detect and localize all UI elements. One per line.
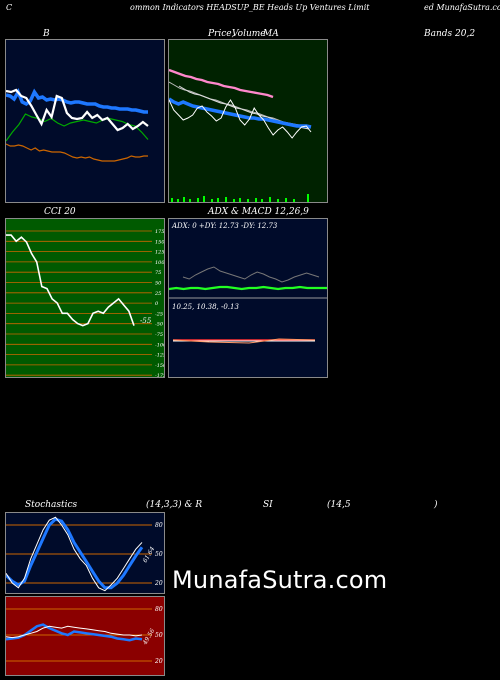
- header-c: C: [6, 3, 13, 12]
- stoch-params: (14,3,3) & R: [146, 500, 203, 510]
- cci-line: [6, 234, 135, 327]
- volume-bar: [293, 199, 295, 202]
- volume-bar: [277, 199, 279, 202]
- cci-tick-label: -50: [155, 322, 164, 328]
- adx-macd-title: ADX & MACD 12,26,9: [208, 207, 309, 217]
- cci-tick-label: -175: [155, 373, 165, 378]
- price-line: [169, 99, 312, 139]
- bb-lower-line: [6, 143, 148, 162]
- rsi-tick-50: 50: [155, 632, 163, 639]
- bb-title: B: [43, 29, 50, 39]
- cci-tick-label: 25: [154, 291, 161, 297]
- watermark: MunafaSutra.com: [172, 566, 388, 594]
- rsi-chart: 80 50 20 49.56: [6, 606, 163, 665]
- volume-title: Volume: [232, 29, 266, 39]
- rsi-white-line: [6, 625, 143, 639]
- adx-macd-chart: ADX: 0 +DY: 12.73 -DY: 12.73 10.25, 10.3…: [169, 222, 327, 344]
- volume-bar: [177, 199, 179, 202]
- adx-green-line: [169, 285, 327, 291]
- cci-panel: 175 150 125 100 75 50 25 0 -25 -50 -75 -100 -125 -150…: [5, 218, 165, 378]
- volume-bar: [307, 194, 309, 202]
- cci-tick-label: 0: [155, 301, 159, 307]
- volume-bar: [203, 196, 205, 202]
- cci-value-label: -55: [140, 317, 152, 325]
- volume-bar: [247, 199, 249, 202]
- bb-upper-line: [6, 113, 149, 142]
- cci-tick-label: 175: [155, 229, 165, 235]
- ma-pink-line: [169, 68, 274, 99]
- bollinger-panel: [5, 39, 165, 203]
- cci-tick-label: -150: [155, 363, 165, 369]
- ma-title: MA: [263, 29, 279, 39]
- macd-histogram: [172, 338, 316, 344]
- header-title-right: ed MunafaSutra.com: [424, 3, 500, 12]
- rsi-panel: 80 50 20 49.56: [5, 596, 165, 676]
- cci-title: CCI 20: [44, 207, 76, 217]
- cci-tick-label: 75: [155, 270, 161, 276]
- volume-bar: [239, 198, 241, 202]
- volume-bar: [255, 198, 257, 202]
- volume-bar: [269, 197, 271, 202]
- stoch-d-line: [6, 517, 144, 590]
- cci-tick-label: 50: [155, 281, 162, 287]
- cci-tick-label: -75: [155, 332, 163, 338]
- cci-tick-label: -100: [155, 342, 165, 348]
- rsi-tick-20: 20: [154, 658, 163, 665]
- stoch-k-line: [6, 516, 143, 592]
- stoch-chart: 80 50 20 61.64: [6, 516, 163, 592]
- volume-bar: [233, 199, 235, 202]
- stoch-title: Stochastics: [25, 500, 78, 510]
- cci-tick-label: 150: [155, 239, 165, 245]
- volume-bars: [171, 194, 309, 202]
- price-ma-chart: [169, 68, 312, 202]
- stoch-tick-20: 20: [154, 580, 163, 587]
- rsi-blue-line: [6, 623, 143, 642]
- rsi-tick-80: 80: [155, 606, 163, 613]
- volume-bar: [261, 199, 263, 202]
- bb-price-line: [6, 88, 149, 132]
- price-ma-panel: [168, 39, 328, 203]
- header-title: ommon Indicators HEADSUP_BE Heads Up Ven…: [130, 3, 370, 12]
- stoch-tick-80: 80: [155, 522, 163, 529]
- volume-bar: [211, 199, 213, 202]
- macd-text: 10.25, 10.38, -0.13: [172, 303, 239, 311]
- adx-line: [182, 266, 320, 283]
- bands-title: Bands 20,2: [424, 29, 476, 39]
- adx-text: ADX: 0 +DY: 12.73 -DY: 12.73: [171, 222, 278, 230]
- cci-tick-label: -125: [155, 353, 165, 359]
- si-title: SI: [263, 500, 273, 510]
- price-title: Price,: [208, 29, 235, 39]
- bb-middle-line: [6, 88, 148, 114]
- adx-macd-panel: ADX: 0 +DY: 12.73 -DY: 12.73 10.25, 10.3…: [168, 218, 328, 378]
- stoch-tick-50: 50: [155, 551, 163, 558]
- stoch-panel: 80 50 20 61.64: [5, 512, 165, 594]
- cci-tick-label: 100: [155, 260, 165, 266]
- volume-bar: [197, 198, 199, 202]
- volume-bar: [225, 197, 227, 202]
- volume-bar: [285, 198, 287, 202]
- volume-bar: [183, 197, 185, 202]
- cci-tick-label: 125: [155, 250, 165, 256]
- ma-blue-line: [169, 97, 312, 129]
- rsi-close: ): [434, 500, 438, 510]
- cci-chart: 175 150 125 100 75 50 25 0 -25 -50 -75 -100 -125 -150…: [6, 229, 165, 378]
- volume-bar: [189, 199, 191, 202]
- bollinger-chart: [6, 88, 149, 162]
- cci-tick-label: -25: [155, 311, 163, 317]
- volume-bar: [171, 198, 173, 202]
- volume-bar: [217, 198, 219, 202]
- rsi-params: (14,5: [327, 500, 351, 510]
